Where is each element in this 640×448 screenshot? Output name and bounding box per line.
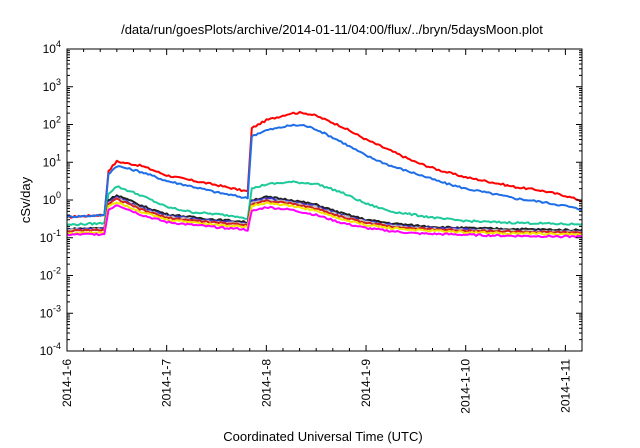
y-tick-label: 102 (43, 115, 61, 132)
axes-layer: 10-4 10-3 10-2 10-1 100 101 102 103 104 2014-1-6 2… (40, 39, 583, 414)
x-axis-title: Coordinated Universal Time (UTC) (223, 429, 422, 444)
x-tick-label: 2014-1-11 (558, 359, 572, 413)
series-line (66, 180, 583, 227)
series-line (66, 204, 583, 239)
x-tick-label: 2014-1-9 (359, 359, 373, 407)
y-tick-label: 100 (43, 190, 61, 207)
y-tick-label: 10-4 (40, 341, 61, 358)
y-tick-label: 10-2 (40, 266, 61, 283)
chart-title: /data/run/goesPlots/archive/2014-01-11/0… (121, 22, 543, 37)
y-tick-label: 104 (43, 39, 61, 56)
x-tick-label: 2014-1-8 (259, 359, 273, 407)
plot-frame (66, 48, 583, 352)
series-line (66, 111, 583, 219)
y-axis-title: cSv/day (18, 176, 33, 223)
series-layer (66, 111, 583, 239)
series-line (66, 201, 583, 236)
y-tick-label: 103 (43, 77, 61, 94)
y-tick-label: 10-1 (40, 228, 61, 245)
x-tick-label: 2014-1-6 (60, 359, 74, 407)
series-line (66, 123, 582, 219)
x-tick-label: 2014-1-10 (459, 359, 473, 414)
y-tick-label: 10-3 (40, 303, 61, 320)
x-tick-label: 2014-1-7 (160, 359, 174, 407)
y-tick-label: 101 (43, 152, 61, 169)
